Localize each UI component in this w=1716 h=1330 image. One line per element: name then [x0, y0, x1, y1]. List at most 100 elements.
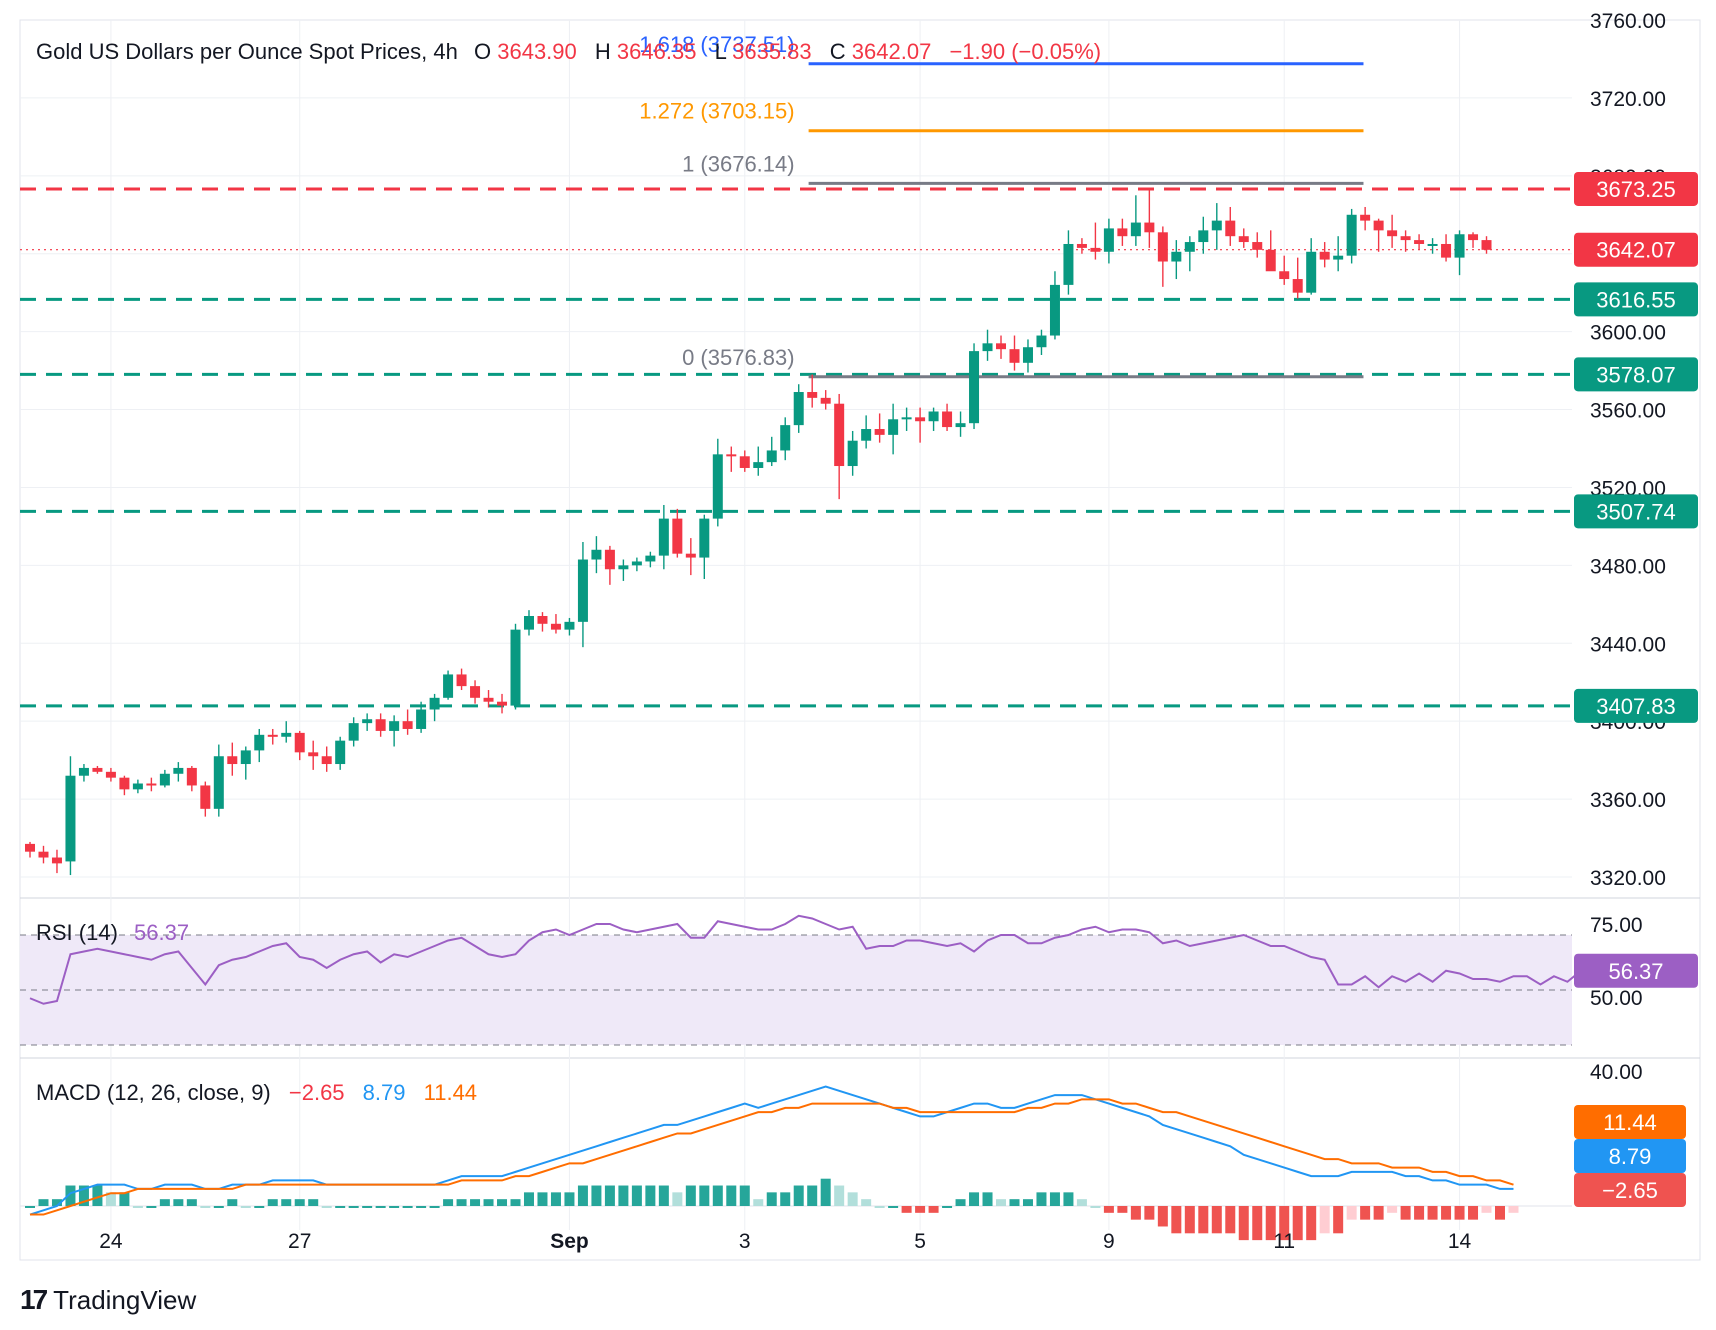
macd-histogram-bar — [294, 1199, 305, 1206]
rsi-tick-label: 50.00 — [1590, 987, 1643, 1010]
macd-histogram-bar — [65, 1185, 76, 1206]
candle-body — [1009, 349, 1020, 363]
candle-body — [1063, 243, 1074, 285]
candle-body — [1184, 242, 1195, 252]
candle-body — [1333, 255, 1344, 260]
candle-body — [672, 518, 683, 554]
candle-body — [523, 616, 534, 630]
macd-tag-bg — [1574, 1105, 1686, 1139]
candle-body — [186, 767, 197, 786]
candle-body — [1387, 230, 1398, 237]
price-tag-bg — [1574, 282, 1698, 317]
macd-histogram-bar — [429, 1206, 440, 1208]
macd-histogram-bar — [672, 1192, 683, 1206]
macd-histogram-bar — [1360, 1206, 1371, 1220]
candle-body — [1130, 222, 1141, 237]
candle-body — [443, 674, 454, 698]
candle-body — [901, 417, 912, 420]
macd-histogram-bar — [1198, 1206, 1209, 1234]
price-tag-bg — [1574, 688, 1698, 723]
macd-histogram-bar — [1481, 1206, 1492, 1213]
macd-histogram-bar — [820, 1178, 831, 1206]
price-tick-label: 3560.00 — [1590, 400, 1666, 423]
macd-histogram-bar — [1414, 1206, 1425, 1220]
candle-body — [942, 411, 953, 428]
candle-body — [497, 701, 508, 706]
macd-histogram-bar — [712, 1185, 723, 1206]
candle-body — [159, 773, 170, 786]
macd-title: MACD (12, 26, close, 9) — [36, 1080, 271, 1105]
candle-body — [1279, 271, 1290, 280]
candle-body — [591, 549, 602, 560]
macd-histogram-bar — [1225, 1206, 1236, 1234]
time-tick-label: 11 — [1273, 1230, 1295, 1253]
macd-histogram-bar — [119, 1192, 130, 1206]
macd-histogram-bar — [1117, 1206, 1128, 1213]
candle-body — [915, 417, 926, 422]
macd-histogram-bar — [146, 1206, 157, 1208]
rsi-tick-label: 75.00 — [1590, 914, 1643, 937]
price-tags: 3673.25 3642.07 3616.55 3578.07 3507.74 3407.… — [1574, 171, 1698, 1207]
candle-body — [267, 734, 278, 737]
macd-histogram-bar — [739, 1185, 750, 1206]
signal-line — [30, 1098, 1514, 1216]
candle-body — [861, 429, 872, 441]
candle-body — [577, 559, 588, 622]
legend-symbol: Gold US Dollars per Ounce Spot Prices, 4… — [36, 39, 458, 64]
price-tag-label: 3507.74 — [1596, 499, 1676, 524]
macd-histogram-bar — [173, 1199, 184, 1206]
legend-close: 3642.07 — [852, 39, 932, 64]
macd-histogram-bar — [1400, 1206, 1411, 1220]
candle-body — [1468, 234, 1479, 241]
candle-body — [240, 750, 251, 765]
macd-histogram-bar — [1238, 1206, 1249, 1241]
candle-body — [483, 697, 494, 702]
legend-open: 3643.90 — [497, 39, 577, 64]
candle-body — [402, 721, 413, 729]
candle-body — [618, 565, 629, 570]
macd-histogram-bar — [793, 1185, 804, 1206]
macd-histogram-bar — [78, 1185, 89, 1206]
candle-body — [321, 756, 332, 765]
macd-histogram-bar — [753, 1199, 764, 1206]
macd-histogram-bar — [1468, 1206, 1479, 1220]
candle-body — [51, 857, 62, 864]
candle-body — [1036, 335, 1047, 348]
macd-histogram-bar — [510, 1199, 521, 1206]
macd-histogram-bar — [267, 1199, 278, 1206]
macd-line-value: 8.79 — [363, 1080, 406, 1105]
candle-body — [537, 616, 548, 624]
candle-body — [982, 343, 993, 352]
time-tick-label: 14 — [1448, 1230, 1472, 1253]
price-tag-bg — [1574, 232, 1698, 267]
price-tag-bg — [1574, 171, 1698, 206]
candle-body — [1414, 240, 1425, 244]
macd-histogram-bar — [1454, 1206, 1465, 1220]
candle-body — [996, 343, 1007, 350]
candle-body — [645, 555, 656, 562]
legend-close-label: C — [830, 39, 846, 64]
price-tag-label: 3407.83 — [1596, 694, 1676, 719]
macd-histogram-bar — [901, 1206, 912, 1213]
fibonacci-levels: 1.618 (3737.51) 1.272 (3703.15) 1 (3676.14… — [639, 32, 1364, 379]
candle-body — [213, 756, 224, 809]
macd-histogram-bar — [618, 1185, 629, 1206]
candle-body — [604, 549, 615, 570]
rsi-pane — [20, 914, 1582, 1046]
macd-tag-bg — [1574, 1139, 1686, 1173]
macd-histogram-bar — [402, 1206, 413, 1208]
price-tag-label: 3616.55 — [1596, 287, 1676, 312]
candle-body — [92, 767, 103, 772]
macd-histogram-bar — [1144, 1206, 1155, 1220]
macd-histogram-bar — [1387, 1206, 1398, 1213]
fib-level-label: 1 (3676.14) — [682, 151, 795, 176]
macd-histogram-bar — [1441, 1206, 1452, 1220]
rsi-tag-bg — [1574, 953, 1698, 988]
macd-histogram-bar — [1036, 1192, 1047, 1206]
time-tick-label: 27 — [288, 1230, 311, 1253]
candle-body — [146, 783, 157, 786]
candle-body — [429, 697, 440, 710]
legend-low-label: L — [715, 39, 727, 64]
candle-body — [1292, 279, 1303, 293]
candle-body — [308, 752, 319, 757]
